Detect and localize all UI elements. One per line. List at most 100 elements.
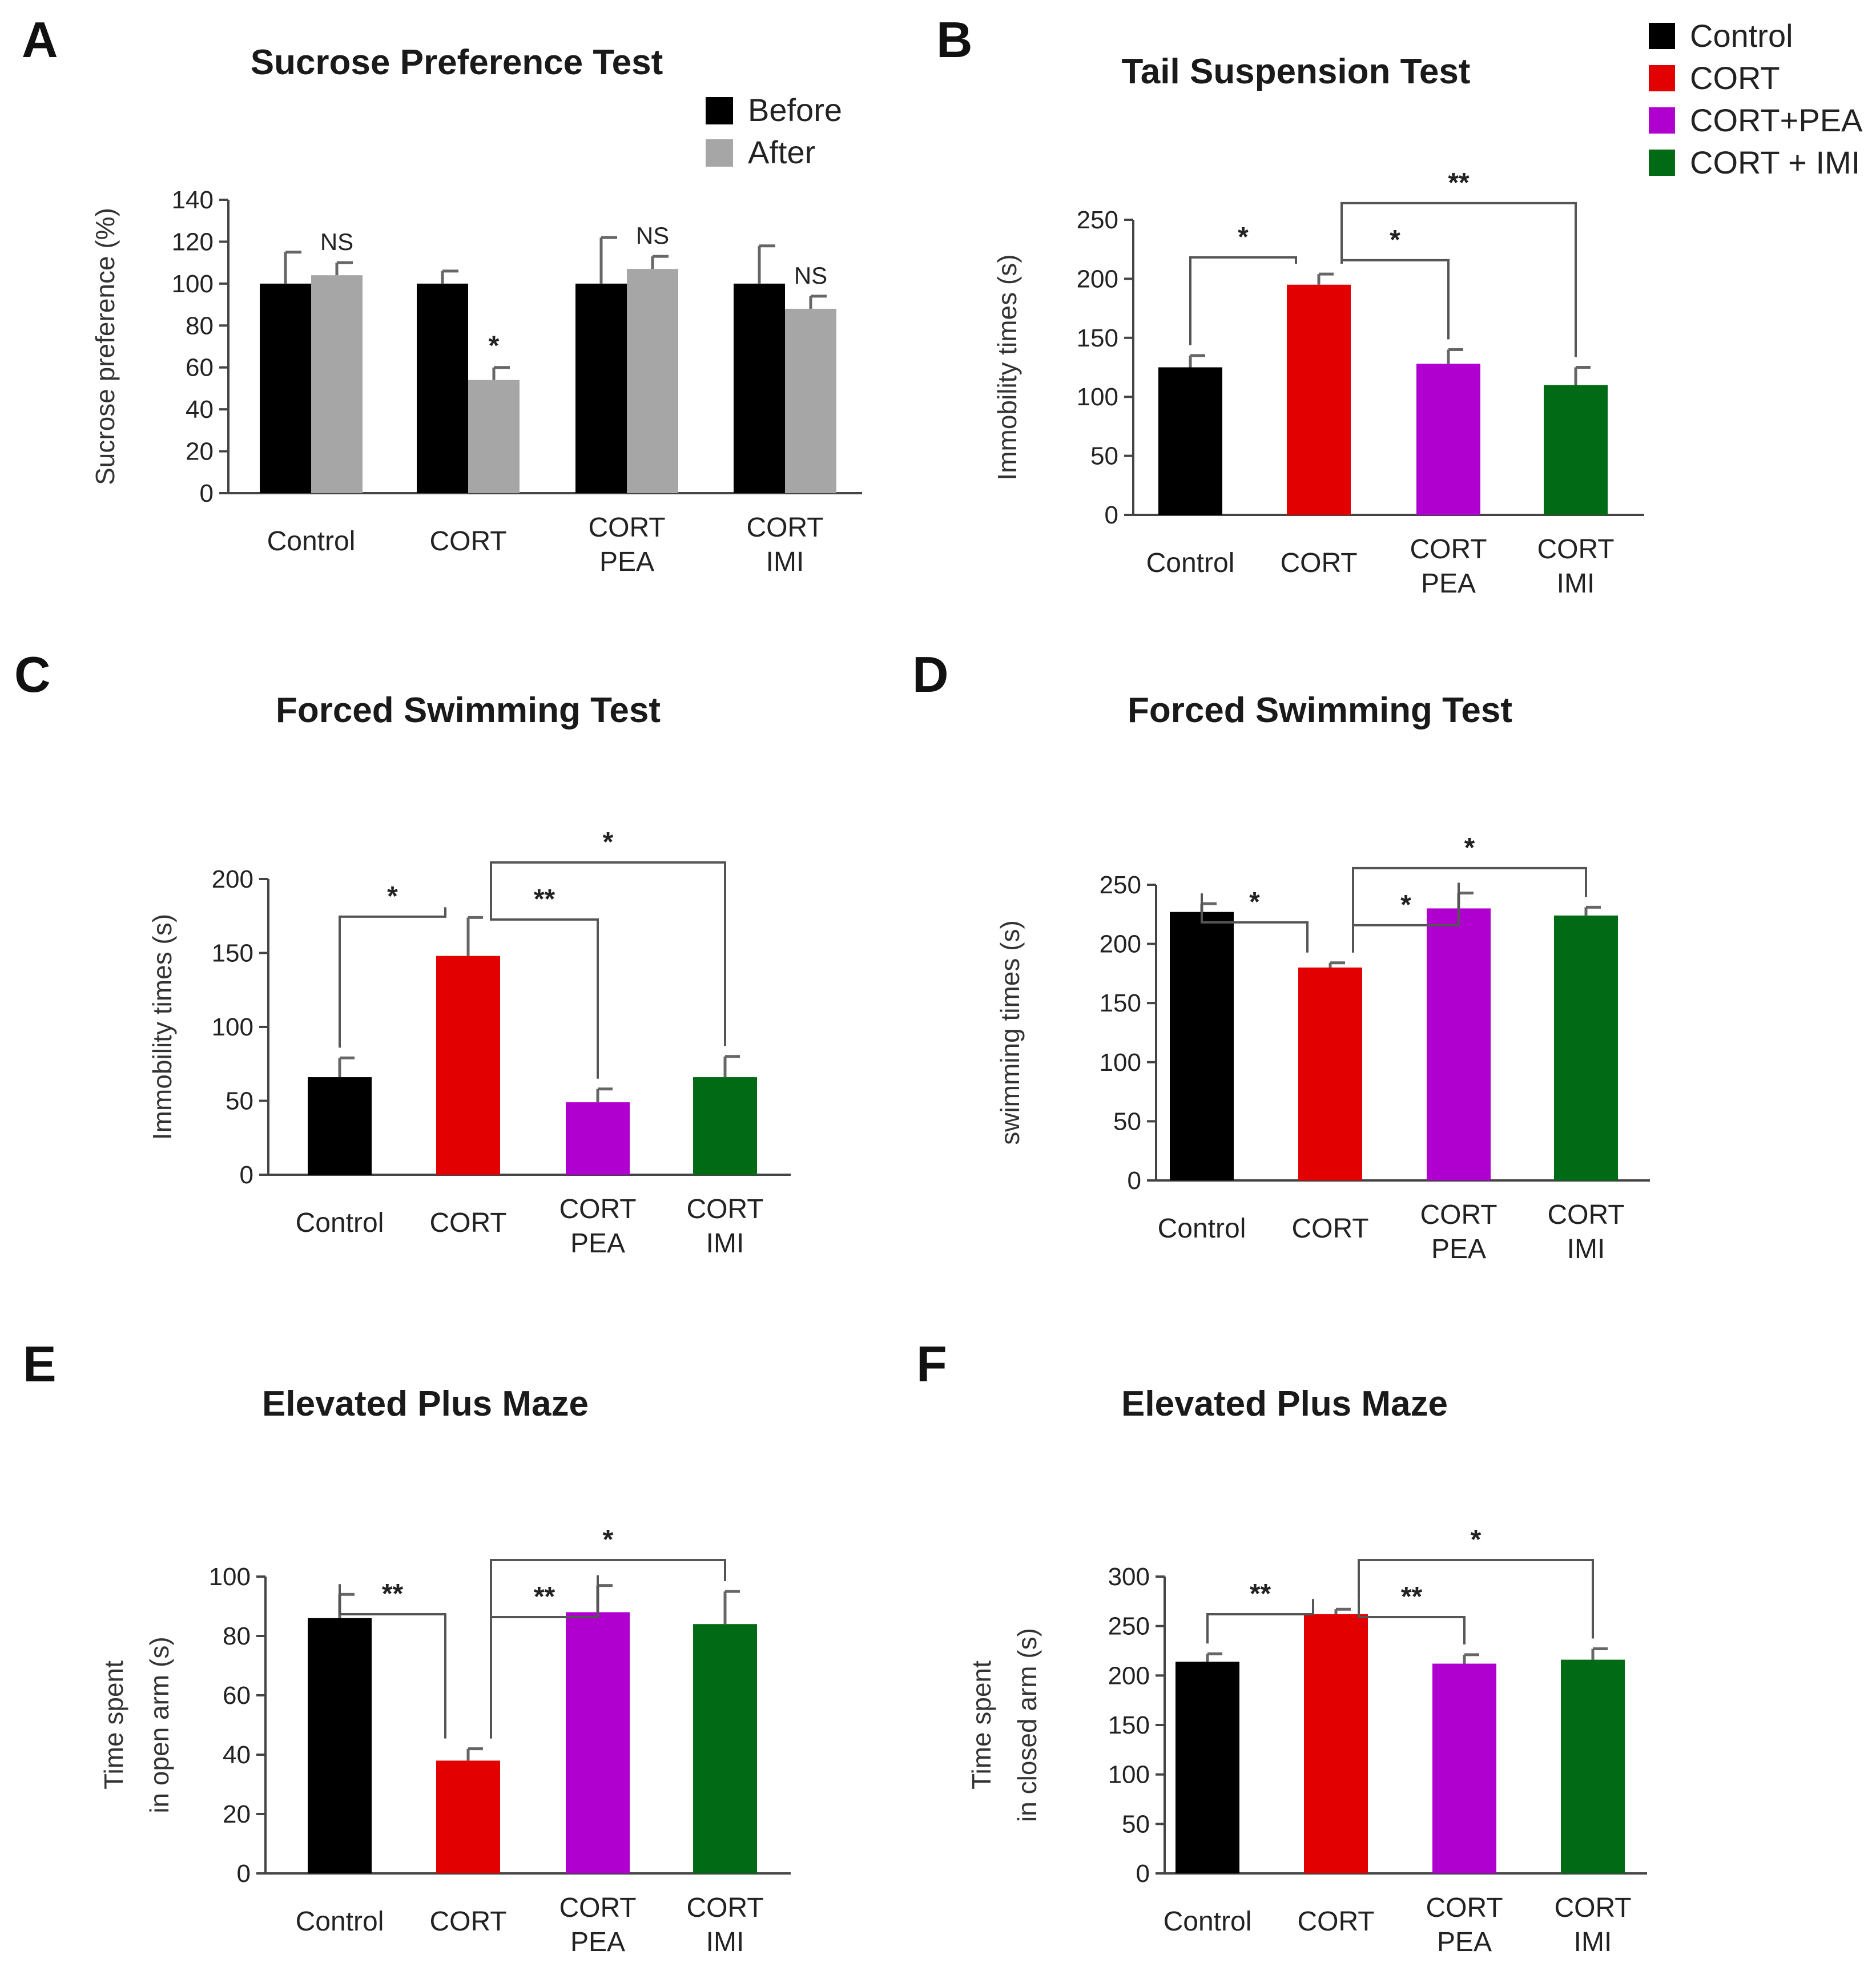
y-tick-label: 50 <box>1122 1810 1150 1838</box>
x-category-label: CORT <box>686 1194 763 1224</box>
bar <box>693 1624 757 1873</box>
y-tick-label: 40 <box>186 396 214 424</box>
y-tick-label: 50 <box>1090 442 1118 470</box>
x-category-label: CORT <box>1410 534 1487 565</box>
x-category-label: CORT <box>1537 534 1614 565</box>
y-axis-label: in closed arm (s) <box>1012 1628 1042 1822</box>
x-category-label: Control <box>296 1208 384 1238</box>
bar <box>1170 912 1234 1180</box>
significance-bracket <box>1358 1559 1594 1639</box>
panel-letter: E <box>23 1336 57 1392</box>
bar <box>1432 1663 1496 1873</box>
y-tick-label: 250 <box>1077 206 1118 234</box>
x-category-label: PEA <box>1431 1234 1486 1264</box>
y-tick-label: 120 <box>172 228 214 256</box>
x-category-label: Control <box>296 1907 384 1937</box>
x-category-label: PEA <box>570 1228 625 1259</box>
x-category-label: PEA <box>1437 1927 1492 1957</box>
y-tick-label: 80 <box>223 1622 251 1650</box>
bar <box>308 1618 372 1873</box>
y-tick-label: 140 <box>172 186 214 214</box>
x-category-label: PEA <box>1421 569 1476 599</box>
panel-letter: D <box>912 646 949 703</box>
significance-bracket <box>1201 893 1309 953</box>
significance-annotation: * <box>603 1525 614 1555</box>
x-category-label: CORT <box>686 1893 763 1923</box>
y-tick-label: 100 <box>1108 1761 1150 1789</box>
x-category-label: IMI <box>1567 1234 1605 1264</box>
legend-label: CORT + IMI <box>1690 144 1860 180</box>
legend-label: CORT <box>1690 60 1780 96</box>
chart-title: Tail Suspension Test <box>1122 52 1471 91</box>
significance-annotation: * <box>603 827 614 857</box>
bar-before <box>734 283 785 493</box>
legend-swatch <box>706 97 733 124</box>
y-tick-label: 250 <box>1100 871 1141 899</box>
bar-after <box>468 380 520 493</box>
y-tick-label: 60 <box>223 1682 251 1710</box>
significance-annotation: ** <box>534 1582 555 1612</box>
chart-title: Sucrose Preference Test <box>251 43 663 82</box>
chart-title: Elevated Plus Maze <box>1121 1384 1448 1424</box>
bar <box>566 1612 630 1873</box>
x-category-label: CORT <box>429 1907 506 1937</box>
panel-letter: B <box>936 11 973 68</box>
y-tick-label: 0 <box>1136 1860 1150 1888</box>
y-tick-label: 100 <box>1100 1049 1141 1077</box>
bar <box>436 1760 500 1873</box>
significance-annotation: ** <box>1250 1579 1271 1609</box>
legend-swatch <box>706 139 733 167</box>
y-tick-label: 150 <box>1108 1711 1150 1739</box>
panel-e: E Elevated Plus Maze 0 20 40 60 80 100 Time spen… <box>23 1336 791 1957</box>
y-tick-label: 300 <box>1108 1563 1150 1591</box>
x-category-label: CORT <box>1547 1200 1624 1230</box>
bar <box>1544 385 1608 515</box>
x-category-label: CORT <box>1420 1200 1497 1230</box>
bar-after <box>311 275 363 493</box>
x-category-label: Control <box>267 526 356 557</box>
legend-swatch <box>1649 65 1675 91</box>
x-category-label: CORT <box>1291 1214 1368 1244</box>
x-category-label: IMI <box>1574 1927 1612 1957</box>
bar-before <box>417 283 468 493</box>
y-tick-label: 40 <box>223 1741 251 1769</box>
legend-label: Control <box>1690 18 1793 54</box>
panel-a: A Sucrose Preference Test 0 20 40 60 80 100 120 1… <box>22 11 862 577</box>
x-category-label: CORT <box>1426 1893 1503 1923</box>
significance-bracket <box>1352 866 1587 953</box>
bar <box>566 1102 630 1175</box>
x-category-label: PEA <box>599 547 654 577</box>
significance-annotation: * <box>1464 833 1475 863</box>
significance-annotation: * <box>1238 222 1249 252</box>
y-tick-label: 100 <box>209 1563 251 1591</box>
significance-bracket <box>1206 1599 1314 1644</box>
significance-annotation: * <box>1471 1525 1482 1555</box>
significance-bracket <box>490 1559 726 1739</box>
panel-b: B Tail Suspension Test 0 50 100 150 200 250 Immo… <box>936 11 1644 599</box>
y-tick-label: 100 <box>172 270 214 298</box>
y-axis-label: Immobility times (s) <box>992 254 1022 480</box>
y-tick-label: 0 <box>237 1860 251 1888</box>
legend-label: Before <box>748 92 842 128</box>
significance-annotation: * <box>489 331 500 361</box>
y-axis-label: in open arm (s) <box>144 1637 174 1813</box>
y-tick-label: 100 <box>1077 383 1118 411</box>
significance-bracket <box>1340 259 1450 340</box>
panel-letter: C <box>14 646 51 703</box>
group-legend: Control CORT CORT+PEA CORT + IMI <box>1649 18 1863 180</box>
y-tick-label: 250 <box>1108 1613 1150 1641</box>
legend-swatch <box>1649 150 1675 176</box>
significance-annotation: ** <box>1401 1582 1423 1612</box>
bar <box>1175 1662 1239 1873</box>
panel-letter: A <box>22 11 58 68</box>
legend-swatch <box>1649 23 1675 49</box>
bar <box>308 1077 372 1175</box>
significance-bracket <box>1358 1599 1466 1645</box>
y-tick-label: 0 <box>240 1161 253 1189</box>
legend-swatch <box>1649 107 1675 134</box>
y-axis-label: Time spent <box>967 1660 996 1789</box>
y-tick-label: 200 <box>1100 930 1141 958</box>
x-category-label: Control <box>1146 548 1235 578</box>
y-tick-label: 0 <box>1105 501 1118 529</box>
y-tick-label: 20 <box>223 1800 251 1828</box>
